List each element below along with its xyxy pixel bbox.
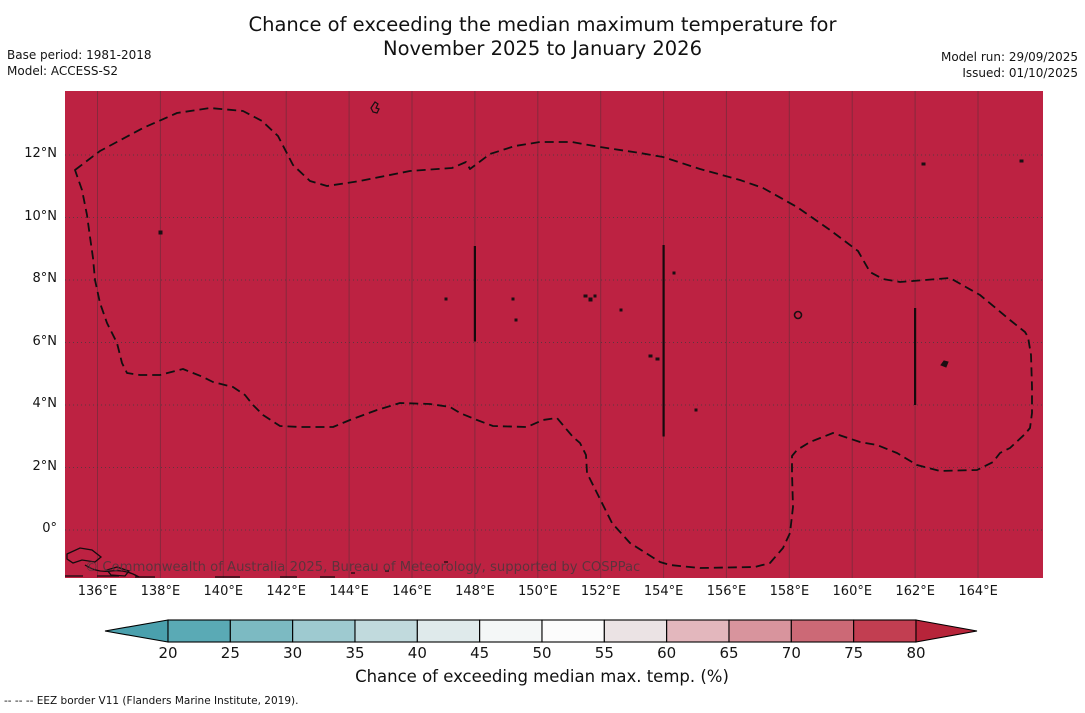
colorbar-tick-label: 40 [408, 644, 427, 662]
title-line-1: Chance of exceeding the median maximum t… [248, 13, 837, 36]
colorbar-tick-label: 25 [221, 644, 240, 662]
latitude-tick-label: 4°N [32, 396, 58, 411]
colorbar-segment [728, 619, 792, 643]
longitude-tick-label: 152°E [580, 584, 621, 599]
colorbar-right-arrow [915, 619, 978, 643]
colorbar-tick-label: 35 [345, 644, 364, 662]
model-run-label: Model run: 29/09/2025 [940, 50, 1078, 64]
map-canvas: © Commonwealth of Australia 2025, Bureau… [65, 91, 1043, 578]
eez-border-dashed [74, 107, 1033, 569]
colorbar-tick-label: 65 [719, 644, 738, 662]
latitude-tick-label: 6°N [32, 333, 58, 349]
longitude-tick-label: 164°E [958, 584, 998, 599]
colorbar-segment [603, 619, 668, 643]
issued-label: Issued: 01/10/2025 [962, 65, 1078, 80]
colorbar-segment [354, 619, 418, 643]
latitude-tick-label: 12°N [24, 146, 57, 161]
longitude-tick-label: 138°E [140, 584, 181, 599]
colorbar-segment [853, 619, 917, 643]
colorbar-left-arrow [104, 619, 169, 643]
state-boundary-lines [473, 245, 917, 437]
longitude-tick-label: 162°E [895, 584, 935, 599]
colorbar-tick-label: 80 [906, 644, 925, 662]
longitude-tick-label: 146°E [392, 584, 432, 599]
colorbar-tick-label: 45 [470, 644, 489, 662]
model-label: Model: ACCESS-S2 [7, 63, 119, 78]
longitude-tick-label: 154°E [643, 584, 684, 599]
latitude-tick-label: 2°N [32, 458, 58, 474]
island-marks [158, 101, 1024, 412]
longitude-tick-label: 160°E [832, 584, 873, 599]
colorbar: 20 25 30 35 40 45 50 55 60 65 70 75 80 [104, 619, 978, 662]
kosrae-island [940, 360, 949, 368]
longitude-tick-label: 158°E [769, 584, 810, 599]
colorbar-tick-label: 70 [782, 644, 801, 662]
colorbar-segment [790, 619, 855, 643]
colorbar-label: Chance of exceeding median max. temp. (%… [355, 667, 729, 686]
model-info: Base period: 1981-2018 Model: ACCESS-S2 [7, 48, 152, 80]
colorbar-tick-label: 20 [158, 644, 177, 662]
eez-footnote: -- -- -- EEZ border V11 (Flanders Marine… [4, 695, 299, 707]
colorbar-tick-label: 50 [532, 644, 551, 662]
page-title: Chance of exceeding the median maximum t… [0, 13, 1085, 61]
colorbar-tick-label: 60 [657, 644, 676, 662]
latitude-tick-label: 10°N [24, 208, 57, 224]
colorbar-segment [167, 619, 231, 643]
coastline-marks [65, 547, 448, 578]
latitude-tick-label: 0° [42, 521, 57, 536]
colorbar-segment [416, 619, 481, 643]
longitude-tick-label: 136°E [77, 584, 118, 599]
longitude-tick-label: 140°E [203, 584, 244, 599]
latitude-gridlines [65, 154, 1043, 531]
colorbar-segment [541, 619, 605, 643]
colorbar-segment [229, 619, 294, 643]
title-line-2: November 2025 to January 2026 [383, 36, 702, 60]
colorbar-tick-label: 30 [283, 644, 302, 662]
longitude-tick-label: 142°E [266, 584, 306, 599]
longitude-tick-label: 150°E [518, 584, 558, 599]
colorbar-segment [479, 619, 543, 643]
longitude-tick-label: 156°E [706, 584, 747, 599]
colorbar-tick-label: 55 [595, 644, 614, 662]
colorbar-tick-label: 75 [844, 644, 863, 662]
longitude-tick-label: 148°E [455, 584, 495, 599]
eez-region-fill [65, 91, 1043, 578]
pohnpei-island [793, 310, 803, 320]
colorbar-segment [292, 619, 356, 643]
latitude-tick-label: 8°N [32, 271, 58, 286]
guam-island [370, 101, 380, 114]
run-info: Model run: 29/09/2025 Issued: 01/10/2025 [941, 50, 1078, 82]
longitude-tick-label: 144°E [329, 584, 369, 599]
base-period-label: Base period: 1981-2018 [7, 48, 152, 62]
colorbar-segment [666, 619, 730, 643]
yap-island [158, 230, 163, 235]
copyright-watermark: © Commonwealth of Australia 2025, Bureau… [85, 560, 640, 575]
